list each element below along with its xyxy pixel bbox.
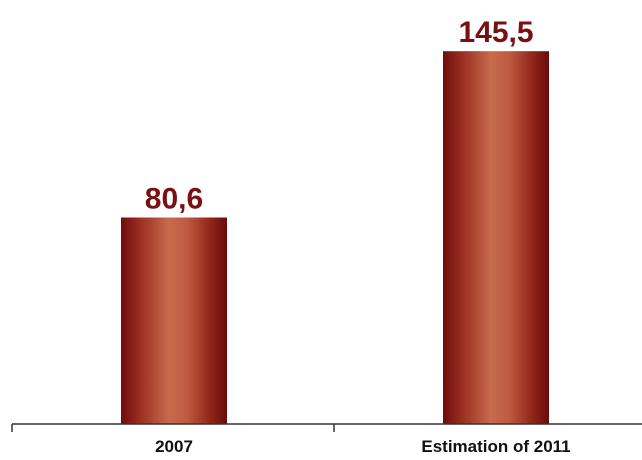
bar-value-label: 145,5: [458, 16, 533, 49]
bar-2: [443, 51, 549, 424]
value-labels-group: 80,6 145,5: [145, 16, 534, 215]
bar-1: [121, 217, 227, 424]
x-tick-labels-group: 2007 Estimation of 2011: [155, 437, 571, 456]
bars-group: [121, 51, 549, 424]
x-ticks-group: [11, 424, 335, 432]
x-tick-label: Estimation of 2011: [421, 437, 570, 456]
bar-value-label: 80,6: [145, 183, 203, 216]
x-tick-label: 2007: [155, 437, 193, 456]
